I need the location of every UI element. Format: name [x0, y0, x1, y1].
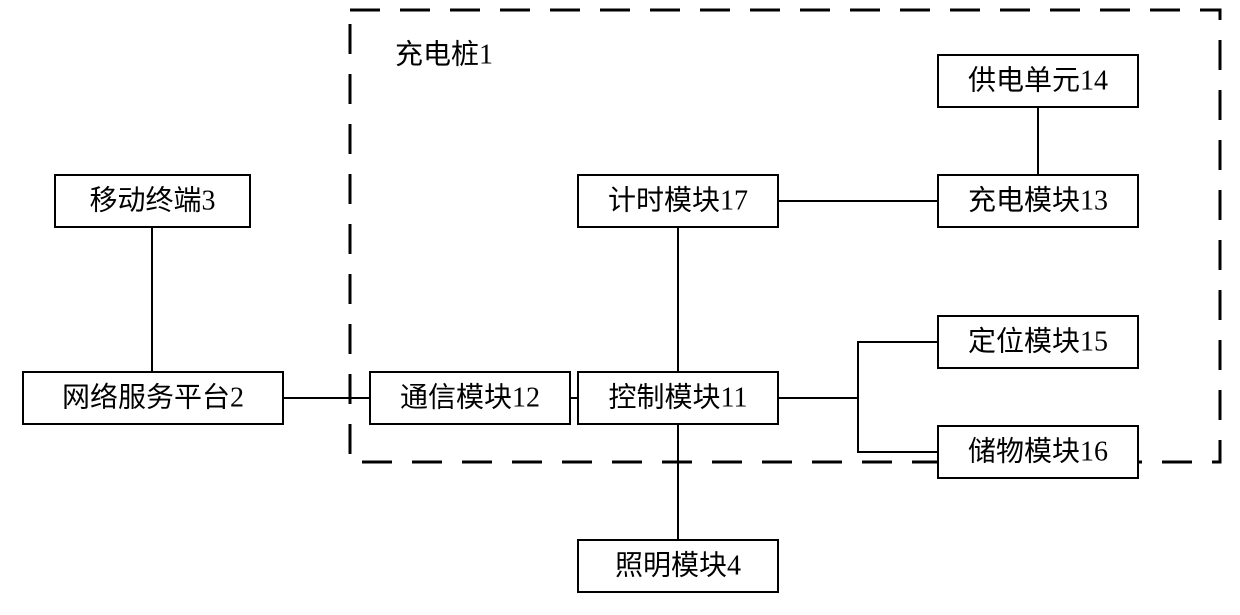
node-comm_module-label: 通信模块12: [400, 382, 540, 414]
node-timing_module-label: 计时模块17: [608, 185, 748, 217]
node-lighting_module-label: 照明模块4: [615, 550, 741, 582]
node-power_unit: 供电单元14: [938, 55, 1138, 107]
node-timing_module: 计时模块17: [578, 175, 778, 227]
edge-control_module-to-positioning_module: [778, 342, 938, 398]
edge-control_module-to-storage_module: [778, 398, 938, 452]
node-control_module: 控制模块11: [578, 372, 778, 424]
node-storage_module-label: 储物模块16: [968, 436, 1108, 468]
node-network_platform-label: 网络服务平台2: [62, 382, 244, 414]
node-positioning_module-label: 定位模块15: [968, 326, 1108, 358]
node-charging_module: 充电模块13: [938, 175, 1138, 227]
node-mobile_terminal-label: 移动终端3: [89, 185, 215, 217]
node-charging_module-label: 充电模块13: [968, 185, 1108, 217]
block-diagram: 充电桩1 移动终端3 网络服务平台2 通信模块12 控制模块11 计时模块17 充电模块1…: [0, 0, 1240, 615]
node-network_platform: 网络服务平台2: [23, 372, 283, 424]
nodes-layer: 移动终端3 网络服务平台2 通信模块12 控制模块11 计时模块17 充电模块13 供电单元…: [23, 55, 1138, 592]
edges-layer: [152, 107, 1038, 540]
node-positioning_module: 定位模块15: [938, 316, 1138, 368]
charging-pile-group-label: 充电桩1: [395, 39, 493, 71]
node-power_unit-label: 供电单元14: [968, 65, 1108, 97]
node-comm_module: 通信模块12: [370, 372, 570, 424]
node-lighting_module: 照明模块4: [578, 540, 778, 592]
node-mobile_terminal: 移动终端3: [55, 175, 250, 227]
node-control_module-label: 控制模块11: [609, 382, 748, 414]
node-storage_module: 储物模块16: [938, 426, 1138, 478]
